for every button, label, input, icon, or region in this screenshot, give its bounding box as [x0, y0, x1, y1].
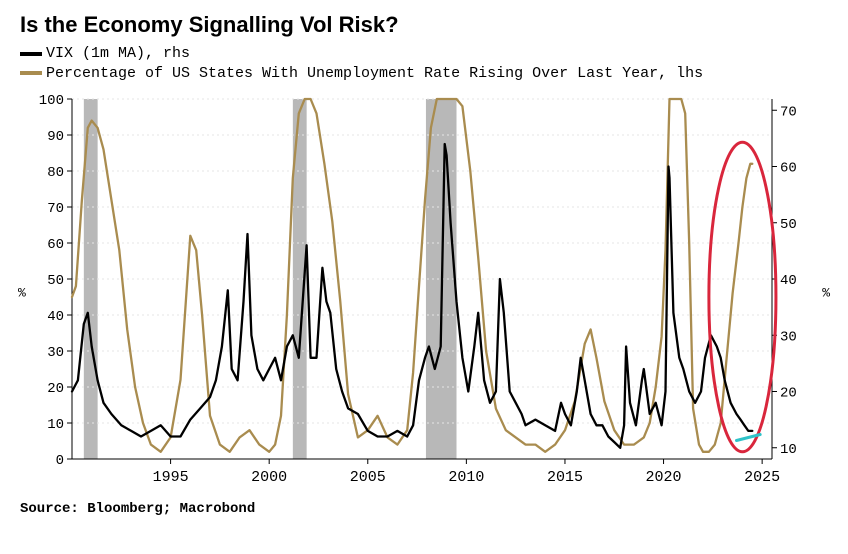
y-right-tick: 40 [780, 273, 797, 289]
chart-container: Is the Economy Signalling Vol Risk? VIX … [0, 0, 848, 554]
y-left-tick: 20 [47, 381, 64, 397]
x-tick: 2000 [251, 469, 287, 486]
y-left-tick: 90 [47, 129, 64, 145]
y-left-label: % [18, 286, 26, 301]
legend-label-unemp: Percentage of US States With Unemploymen… [46, 64, 703, 84]
y-left-tick: 80 [47, 165, 64, 181]
chart-area: % % 0 10 20 30 40 50 60 70 80 90 100 10 20 30 40 50 60 70… [20, 93, 828, 493]
legend-item-unemp: Percentage of US States With Unemploymen… [20, 64, 828, 84]
x-tick: 2020 [646, 469, 682, 486]
y-right-tick: 20 [780, 386, 797, 402]
y-left-tick: 70 [47, 201, 64, 217]
source-text: Source: Bloomberg; Macrobond [20, 501, 828, 517]
legend-item-vix: VIX (1m MA), rhs [20, 44, 828, 64]
y-right-tick: 10 [780, 442, 797, 458]
x-tick: 2005 [350, 469, 386, 486]
y-right-tick: 30 [780, 329, 797, 345]
legend-swatch-vix [20, 52, 42, 56]
x-tick: 2015 [547, 469, 583, 486]
x-tick: 1995 [153, 469, 189, 486]
legend-label-vix: VIX (1m MA), rhs [46, 44, 190, 64]
y-left-tick: 60 [47, 237, 64, 253]
y-right-tick: 70 [780, 104, 797, 120]
y-right-tick: 60 [780, 161, 797, 177]
y-left-tick: 100 [39, 93, 64, 109]
chart-svg: 0 10 20 30 40 50 60 70 80 90 100 10 20 30 40 50 60 70 1995… [20, 93, 828, 493]
y-right-label: % [822, 286, 830, 301]
y-left-tick: 30 [47, 345, 64, 361]
x-tick: 2025 [744, 469, 780, 486]
chart-title: Is the Economy Signalling Vol Risk? [20, 12, 828, 38]
x-tick: 2010 [448, 469, 484, 486]
y-left-tick: 10 [47, 417, 64, 433]
y-left-tick: 40 [47, 309, 64, 325]
y-left-tick: 50 [47, 273, 64, 289]
y-right-tick: 50 [780, 217, 797, 233]
legend: VIX (1m MA), rhs Percentage of US States… [20, 44, 828, 83]
y-left-tick: 0 [56, 453, 64, 469]
legend-swatch-unemp [20, 71, 42, 75]
